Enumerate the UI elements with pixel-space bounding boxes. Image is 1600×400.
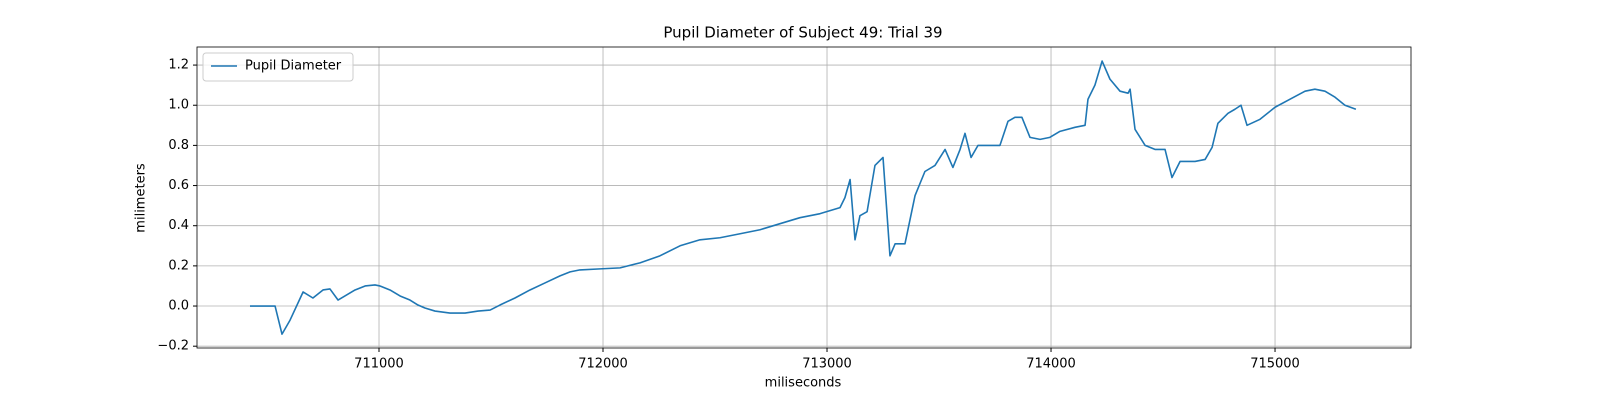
x-axis-label: miliseconds — [765, 376, 842, 391]
x-tick-label: 712000 — [578, 357, 628, 372]
y-tick-label: 0.6 — [168, 178, 189, 193]
legend-label: Pupil Diameter — [245, 59, 342, 74]
legend-box — [202, 52, 354, 82]
y-tick-label: 0.0 — [168, 299, 189, 314]
plot-frame — [196, 46, 1412, 349]
y-tick-label: 0.2 — [168, 258, 189, 273]
legend: Pupil Diameter — [202, 52, 354, 82]
chart-title: Pupil Diameter of Subject 49: Trial 39 — [663, 24, 942, 42]
y-tick-label: 0.8 — [168, 138, 189, 153]
x-tick-label: 715000 — [1250, 357, 1300, 372]
x-tick-label: 714000 — [1026, 357, 1076, 372]
y-tick-label: 1.0 — [168, 98, 189, 113]
y-axis-label: milimeters — [134, 163, 149, 233]
y-tick-label: −0.2 — [157, 339, 189, 354]
x-tick-label: 711000 — [354, 357, 404, 372]
x-tick-label: 713000 — [802, 357, 852, 372]
y-tick-label: 1.2 — [168, 58, 189, 73]
data-line — [249, 60, 1357, 335]
y-tick-label: 0.4 — [168, 218, 189, 233]
